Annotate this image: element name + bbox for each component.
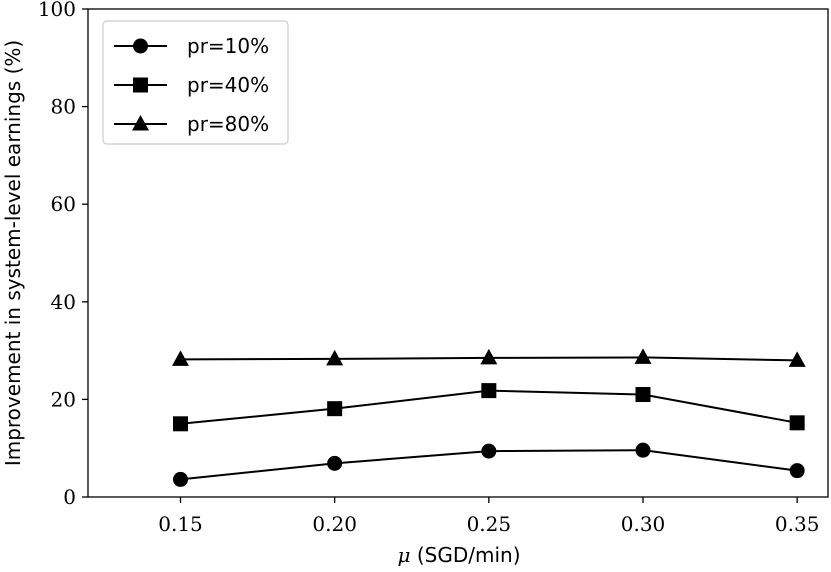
y-tick-label-4: 60 — [51, 192, 76, 216]
data-point-1-1 — [173, 471, 188, 487]
x-axis-title: μ (SGD/min) — [397, 543, 520, 567]
x-axis-symbol: μ — [397, 543, 410, 567]
legend-label-3: pr=80% — [187, 112, 269, 136]
x-tick-label-4: 0.30 — [621, 512, 666, 536]
x-tick-label-2: 0.20 — [312, 512, 357, 536]
legend-item-2: pr=40% — [114, 73, 269, 97]
y-tick-label-6: 100 — [38, 0, 76, 21]
x-tick-label-3: 0.25 — [467, 512, 512, 536]
data-point-3-4 — [634, 348, 652, 364]
series-3 — [172, 348, 806, 367]
y-axis-title: Improvement in system-level earnings (%) — [1, 40, 25, 466]
data-point-2-2 — [327, 401, 343, 417]
x-axis-unit: (SGD/min) — [417, 543, 521, 567]
y-tick-label-2: 20 — [51, 387, 76, 411]
series-2 — [173, 383, 805, 432]
data-point-1-3 — [481, 443, 497, 459]
data-point-3-3 — [480, 348, 498, 365]
legend-box — [102, 20, 289, 145]
data-point-1-4 — [635, 442, 651, 458]
data-point-2-4 — [635, 387, 651, 403]
y-tick-label-3: 40 — [51, 290, 76, 314]
plot-frame — [87, 8, 829, 498]
series-1 — [173, 442, 805, 487]
data-point-2-1 — [173, 416, 188, 432]
legend-label-2: pr=40% — [187, 73, 269, 97]
legend-item-3: pr=80% — [114, 112, 269, 136]
data-point-2-3 — [481, 383, 497, 399]
legend-marker-1 — [133, 38, 148, 54]
x-tick-label-5: 0.35 — [775, 512, 820, 536]
axes: 0.15 0.20 0.25 0.30 0.35 0 20 40 60 80 100 — [38, 0, 829, 536]
data-point-1-5 — [789, 463, 805, 479]
data-point-3-1 — [172, 350, 189, 366]
x-tick-label-1: 0.15 — [158, 512, 203, 536]
y-tick-label-5: 80 — [51, 95, 76, 119]
data-point-3-5 — [788, 351, 806, 367]
data-point-3-2 — [326, 349, 344, 366]
y-tick-label-1: 0 — [63, 485, 76, 509]
legend-item-1: pr=10% — [114, 34, 269, 58]
legend: pr=10% pr=40% pr=80% — [102, 20, 289, 145]
legend-label-1: pr=10% — [187, 34, 269, 58]
plot-area — [172, 348, 806, 487]
data-point-1-2 — [327, 455, 343, 471]
legend-marker-3 — [132, 115, 149, 131]
legend-marker-2 — [133, 77, 148, 93]
data-point-2-5 — [789, 415, 805, 431]
